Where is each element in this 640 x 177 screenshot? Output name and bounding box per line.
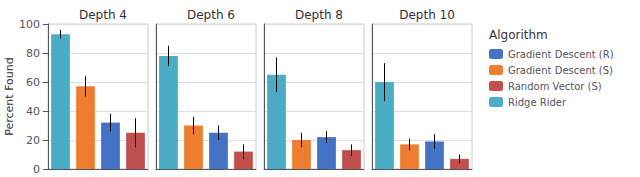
svg-text:80: 80 [26, 47, 40, 60]
svg-text:60: 60 [26, 76, 40, 89]
svg-text:Percent Found: Percent Found [3, 57, 16, 135]
svg-text:Gradient Descent (S): Gradient Descent (S) [508, 65, 613, 76]
svg-text:20: 20 [26, 134, 40, 147]
svg-text:Depth 8: Depth 8 [295, 8, 343, 22]
svg-text:Random Vector (S): Random Vector (S) [508, 81, 602, 92]
svg-text:Depth 10: Depth 10 [399, 8, 455, 22]
svg-text:0: 0 [33, 163, 40, 176]
svg-text:Gradient Descent (R): Gradient Descent (R) [508, 49, 614, 60]
svg-text:Ridge Rider: Ridge Rider [508, 97, 567, 108]
svg-text:Algorithm: Algorithm [489, 28, 548, 42]
svg-text:Depth 6: Depth 6 [187, 8, 235, 22]
svg-text:100: 100 [19, 18, 40, 31]
svg-text:40: 40 [26, 105, 40, 118]
svg-text:Depth 4: Depth 4 [79, 8, 127, 22]
